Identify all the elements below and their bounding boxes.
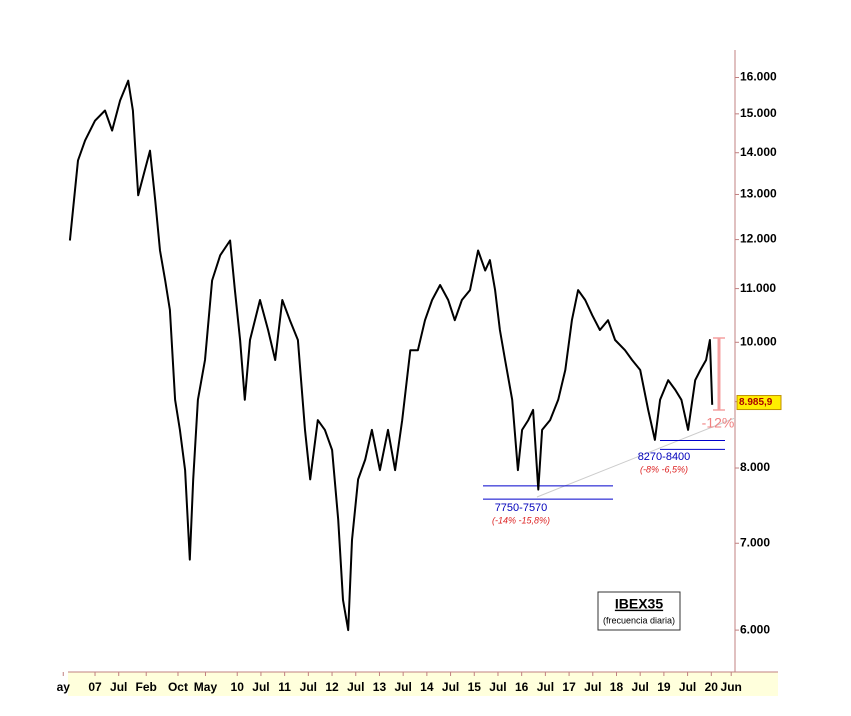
y-tick-label: 8.000 — [740, 460, 770, 474]
x-tick-label: Jul — [300, 680, 317, 694]
y-tick-label: 10.000 — [740, 334, 777, 348]
x-tick-label: 15 — [468, 680, 482, 694]
x-tick-label: 11 — [278, 680, 291, 694]
x-tick-label: Jul — [584, 680, 601, 694]
x-tick-label: Feb — [136, 680, 157, 694]
title-box — [597, 591, 681, 631]
x-tick-label: 18 — [610, 680, 624, 694]
x-axis-band — [68, 672, 778, 696]
x-tick-label: Jul — [537, 680, 554, 694]
y-tick-label: 7.000 — [740, 535, 770, 549]
y-tick-label: 14.000 — [740, 145, 777, 159]
range-bracket — [713, 337, 725, 411]
last-value-label: 8.985,9 — [739, 397, 773, 408]
drop-label: -12% — [702, 415, 735, 431]
x-tick-label: ay — [57, 680, 71, 694]
x-tick-label: 13 — [373, 680, 387, 694]
x-tick-label: May — [194, 680, 218, 694]
y-tick-label: 11.000 — [740, 281, 776, 295]
chart-subtitle: (frecuencia diaria) — [603, 615, 675, 625]
y-tick-label: 13.000 — [740, 187, 777, 201]
x-tick-label: Jul — [442, 680, 459, 694]
x-tick-label: 12 — [325, 680, 339, 694]
y-tick-label: 15.000 — [740, 106, 777, 120]
x-tick-label: 19 — [657, 680, 671, 694]
price-line — [68, 79, 714, 632]
level-note: (-14% -15,8%) — [492, 515, 550, 525]
x-tick-label: Jul — [489, 680, 506, 694]
x-tick-label: Jul — [394, 680, 411, 694]
level-label: 7750-7570 — [495, 502, 548, 514]
x-tick-label: 16 — [515, 680, 529, 694]
x-tick-label: 17 — [562, 680, 576, 694]
level-label: 8270-8400 — [638, 451, 691, 463]
x-tick-label: Oct — [168, 680, 188, 694]
x-tick-label: 20 — [705, 680, 719, 694]
x-tick-label: Jul — [632, 680, 649, 694]
y-tick-label: 16.000 — [740, 70, 777, 84]
x-tick-label: Jul — [347, 680, 364, 694]
last-value-box — [736, 395, 782, 411]
y-tick-label: 6.000 — [740, 622, 770, 636]
x-tick-label: 14 — [420, 680, 434, 694]
trend-line — [536, 417, 736, 498]
x-tick-label: Jul — [679, 680, 696, 694]
y-tick-label: 12.000 — [740, 232, 777, 246]
x-tick-label: Jul — [110, 680, 127, 694]
chart-title: IBEX35 — [615, 596, 663, 612]
level-note: (-8% -6,5%) — [640, 464, 688, 474]
x-tick-label: Jun — [721, 680, 742, 694]
x-tick-label: Jul — [252, 680, 269, 694]
x-tick-label: 07 — [88, 680, 102, 694]
x-tick-label: 10 — [231, 680, 245, 694]
